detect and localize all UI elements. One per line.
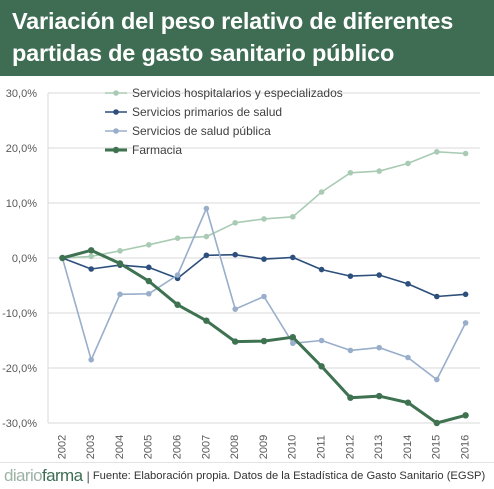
- data-point: [88, 247, 95, 254]
- footer-separator: |: [86, 468, 90, 484]
- data-point: [88, 266, 94, 272]
- x-tick-label: 2012: [344, 435, 356, 459]
- x-tick-label: 2002: [56, 435, 68, 459]
- data-point: [462, 320, 469, 326]
- y-tick-label: -30,0%: [2, 418, 37, 430]
- data-point: [462, 150, 469, 157]
- data-point: [290, 213, 296, 220]
- data-point: [290, 254, 296, 261]
- legend-label: Servicios de salud pública: [132, 124, 271, 138]
- data-point: [146, 290, 152, 297]
- x-tick-label: 2007: [200, 435, 212, 459]
- data-point: [376, 168, 383, 174]
- chart-area: 30,0% 20,0% 10,0% 0,0% -10,0% -20,0% -30,0% 200…: [0, 76, 494, 462]
- data-point: [88, 253, 94, 260]
- data-point: [174, 272, 181, 278]
- data-point: [59, 254, 66, 262]
- x-tick-label: 2016: [460, 435, 472, 459]
- y-tick-label: -20,0%: [2, 363, 37, 375]
- data-point: [261, 293, 267, 300]
- data-point: [376, 272, 383, 278]
- x-tick-label: 2008: [229, 435, 241, 459]
- data-point: [376, 392, 383, 400]
- data-point: [146, 264, 152, 271]
- brand-part-2: farma: [41, 466, 83, 485]
- x-tick-label: 2004: [114, 435, 126, 459]
- legend-label: Servicios hospitalarios y especializados: [132, 86, 343, 100]
- data-point: [117, 291, 123, 298]
- x-tick-label: 2003: [85, 435, 97, 459]
- data-point: [290, 340, 296, 347]
- legend-label: Farmacia: [132, 143, 182, 157]
- brand-part-1: diario: [4, 466, 43, 485]
- line-chart: 30,0% 20,0% 10,0% 0,0% -10,0% -20,0% -30,0% 200…: [2, 86, 480, 459]
- data-point: [232, 220, 238, 226]
- x-tick-label: 2010: [287, 435, 299, 459]
- series-line: [62, 248, 466, 425]
- data-point: [318, 363, 325, 370]
- legend-swatch-marker: [112, 146, 120, 154]
- data-point: [318, 266, 325, 273]
- source-note: Fuente: Elaboración propia. Datos de la …: [92, 470, 486, 482]
- series-line: [62, 151, 466, 259]
- data-point: [434, 149, 440, 155]
- data-point: [433, 419, 440, 427]
- data-point: [145, 277, 152, 285]
- x-tick-label: 2014: [402, 435, 414, 459]
- x-tick-label: 2005: [143, 435, 155, 459]
- y-tick-label: -10,0%: [2, 308, 37, 320]
- data-point: [203, 317, 210, 324]
- data-point: [462, 291, 469, 298]
- chart-header: Variación del peso relativo de diferente…: [0, 0, 494, 76]
- legend-swatch-marker: [113, 128, 119, 134]
- data-point: [404, 399, 412, 406]
- data-point: [405, 281, 411, 287]
- data-point: [347, 347, 354, 354]
- x-tick-label: 2011: [316, 435, 328, 459]
- x-tick-label: 2006: [172, 435, 184, 459]
- data-point: [462, 412, 469, 419]
- legend-label: Servicios primarios de salud: [132, 105, 282, 119]
- data-point: [405, 160, 411, 167]
- data-point: [376, 344, 383, 351]
- title-line-1: Variación del peso relativo de diferente…: [12, 8, 454, 34]
- data-point: [318, 337, 325, 344]
- data-point: [347, 273, 354, 279]
- data-point: [261, 216, 267, 222]
- y-tick-label: 20,0%: [6, 143, 37, 155]
- data-point: [232, 251, 238, 258]
- y-tick-label: 30,0%: [6, 88, 37, 100]
- data-point: [347, 169, 354, 176]
- data-point: [88, 356, 94, 363]
- x-tick-label: 2015: [431, 435, 443, 459]
- data-point: [261, 256, 267, 262]
- data-point: [203, 205, 210, 212]
- data-point: [174, 301, 181, 308]
- data-point: [203, 252, 210, 259]
- legend-swatch-marker: [113, 109, 119, 115]
- x-tick-label: 2009: [258, 435, 270, 459]
- data-point: [117, 248, 123, 254]
- data-point: [260, 337, 268, 345]
- data-point: [434, 376, 440, 383]
- y-tick-label: 0,0%: [12, 253, 37, 265]
- footer: diariofarma | Fuente: Elaboración propia…: [0, 462, 494, 489]
- y-tick-label: 10,0%: [6, 198, 37, 210]
- data-point: [203, 233, 210, 240]
- data-point: [116, 260, 124, 267]
- data-point: [434, 293, 440, 300]
- data-point: [318, 189, 325, 195]
- brand-logo: diariofarma: [4, 465, 83, 487]
- legend-swatch-marker: [113, 90, 119, 96]
- data-point: [174, 235, 181, 241]
- data-point: [232, 338, 239, 345]
- data-point: [146, 242, 152, 248]
- title-line-2: partidas de gasto sanitario público: [12, 40, 395, 66]
- chart-title: Variación del peso relativo de diferente…: [12, 5, 490, 69]
- data-point: [289, 334, 296, 341]
- data-point: [405, 354, 411, 361]
- data-point: [232, 306, 238, 312]
- data-point: [347, 394, 354, 401]
- x-tick-label: 2013: [373, 435, 385, 459]
